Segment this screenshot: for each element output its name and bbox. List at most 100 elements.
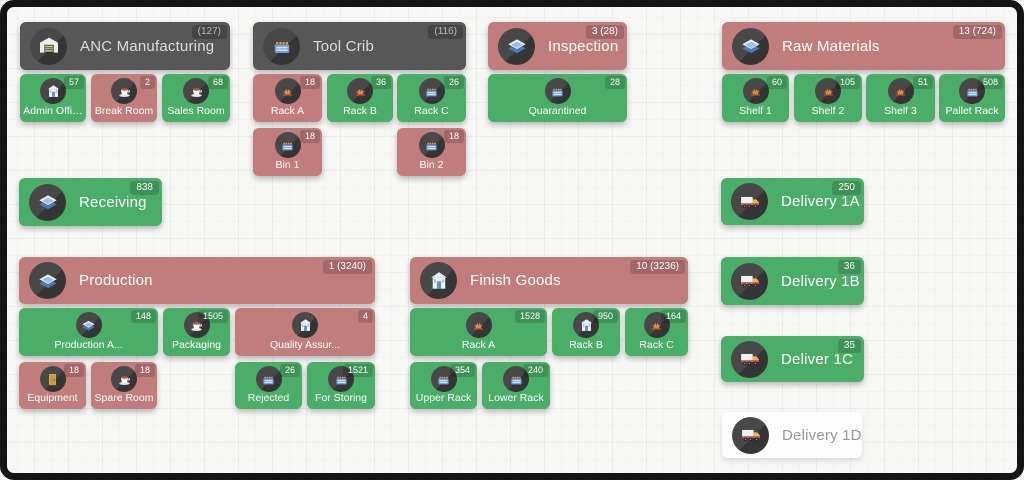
layers-icon — [75, 312, 102, 338]
location-card-tool-crib[interactable]: (116) Tool Crib — [253, 22, 466, 70]
location-name: Finish Goods — [470, 272, 561, 289]
warehouse-icon — [30, 27, 67, 65]
tools-icon — [887, 78, 914, 104]
count-badge: 240 — [522, 364, 548, 377]
count-badge: 28 — [604, 76, 625, 89]
location-name: Equipment — [27, 392, 78, 403]
location-card-fg-rack-b[interactable]: 950 Rack B — [552, 308, 620, 356]
count-badge: 18 — [299, 130, 320, 143]
location-card-pallet-rack[interactable]: 508 Pallet Rack — [939, 74, 1005, 122]
tools-icon — [815, 78, 841, 104]
location-card-production[interactable]: 1 (3240) Production — [19, 257, 375, 304]
location-name: Deliver 1C — [781, 350, 854, 368]
location-card-finish-goods[interactable]: 10 (3236) Finish Goods — [410, 257, 688, 304]
location-card-inspection[interactable]: 3 (28) Inspection — [488, 22, 627, 70]
tools-icon — [465, 312, 492, 338]
count-badge: 164 — [660, 310, 686, 323]
tools-icon — [643, 312, 670, 338]
location-name: Sales Room — [167, 105, 225, 116]
count-badge: 1 (3240) — [322, 260, 372, 274]
location-card-upper-rack[interactable]: 354 Upper Rack — [410, 362, 477, 409]
count-badge: 26 — [279, 364, 300, 377]
truck-icon — [731, 262, 768, 300]
location-name: Tool Crib — [313, 37, 374, 55]
location-card-anc-manufacturing[interactable]: (127) ANC Manufacturing — [20, 22, 230, 70]
factory-icon — [274, 132, 301, 158]
location-name: Rack B — [569, 339, 603, 350]
count-badge: 2 — [139, 76, 155, 89]
location-name: Rejected — [247, 392, 290, 403]
door-icon — [39, 366, 66, 392]
location-name: Pallet Rack — [945, 105, 999, 116]
factory-icon — [328, 366, 354, 392]
location-card-packaging[interactable]: 1505 Packaging — [163, 308, 230, 356]
location-card-break-room[interactable]: 2 Break Room — [91, 74, 157, 122]
count-badge: 18 — [443, 130, 464, 143]
factory-icon — [959, 78, 985, 104]
count-badge: 1528 — [514, 310, 545, 323]
factory-icon — [503, 366, 529, 392]
location-card-production-a[interactable]: 148 Production A... — [19, 308, 158, 356]
location-card-shelf-2[interactable]: 105 Shelf 2 — [794, 74, 862, 122]
location-card-quality-assurance[interactable]: 4 Quality Assur... — [235, 308, 375, 356]
truck-icon — [732, 416, 769, 454]
location-card-bin-1[interactable]: 18 Bin 1 — [253, 128, 322, 176]
location-card-for-storing[interactable]: 1521 For Storing — [307, 362, 375, 409]
location-name: Quality Assur... — [269, 339, 341, 350]
count-badge: 3 (28) — [585, 25, 624, 39]
location-card-shelf-3[interactable]: 51 Shelf 3 — [866, 74, 935, 122]
location-name: Lower Rack — [488, 392, 544, 403]
tools-icon — [274, 78, 301, 104]
count-badge: 1505 — [197, 310, 228, 323]
count-badge: (127) — [191, 25, 227, 39]
location-name: Delivery 1D — [782, 426, 862, 444]
factory-icon — [263, 27, 300, 65]
location-card-bin-2[interactable]: 18 Bin 2 — [397, 128, 466, 176]
location-card-fg-rack-c[interactable]: 164 Rack C — [625, 308, 688, 356]
location-name: Rack B — [343, 105, 377, 116]
count-badge: 51 — [912, 76, 933, 89]
location-card-raw-materials[interactable]: 13 (724) Raw Materials — [722, 22, 1005, 70]
location-card-delivery-1b[interactable]: 36 Delivery 1B — [721, 257, 864, 305]
location-card-rack-c[interactable]: 26 Rack C — [397, 74, 466, 122]
location-card-rack-a[interactable]: 18 Rack A — [253, 74, 322, 122]
count-badge: 354 — [449, 364, 475, 377]
building-icon — [292, 312, 318, 338]
location-name: Rack C — [414, 105, 449, 116]
location-name: Upper Rack — [415, 392, 472, 403]
location-card-sales-room[interactable]: 68 Sales Room — [162, 74, 230, 122]
location-name: Packaging — [171, 339, 222, 350]
location-name: Rack A — [270, 105, 305, 116]
cup-icon — [111, 78, 137, 104]
location-card-rejected[interactable]: 26 Rejected — [235, 362, 302, 409]
location-card-fg-rack-a[interactable]: 1528 Rack A — [410, 308, 547, 356]
location-name: Delivery 1B — [781, 272, 860, 290]
location-card-equipment[interactable]: 18 Equipment — [19, 362, 86, 409]
location-name: Break Room — [94, 105, 154, 116]
count-badge: 26 — [443, 76, 464, 89]
factory-icon — [544, 78, 571, 104]
location-card-rack-b[interactable]: 36 Rack B — [327, 74, 393, 122]
tools-icon — [742, 78, 769, 104]
count-badge: 36 — [370, 76, 391, 89]
location-card-admin-office[interactable]: 57 Admin Office — [20, 74, 86, 122]
location-card-spare-room[interactable]: 18 Spare Room — [91, 362, 157, 409]
location-name: Quarantined — [528, 105, 587, 116]
location-card-delivery-1a[interactable]: 250 Delivery 1A — [721, 178, 864, 225]
tools-icon — [347, 78, 373, 104]
location-name: Inspection — [548, 37, 619, 55]
truck-icon — [731, 183, 768, 220]
location-card-receiving[interactable]: 838 Receiving — [19, 178, 162, 226]
location-card-delivery-1d[interactable]: Delivery 1D — [722, 412, 862, 458]
location-card-shelf-1[interactable]: 60 Shelf 1 — [722, 74, 789, 122]
location-card-quarantined[interactable]: 28 Quarantined — [488, 74, 627, 122]
location-name: Shelf 1 — [739, 105, 772, 116]
count-badge: 148 — [130, 310, 156, 323]
cup-icon — [111, 366, 137, 392]
location-name: Raw Materials — [782, 37, 880, 55]
truck-icon — [731, 340, 768, 378]
location-card-lower-rack[interactable]: 240 Lower Rack — [482, 362, 550, 409]
count-badge: 60 — [766, 76, 787, 89]
location-card-deliver-1c[interactable]: 35 Deliver 1C — [721, 336, 864, 382]
